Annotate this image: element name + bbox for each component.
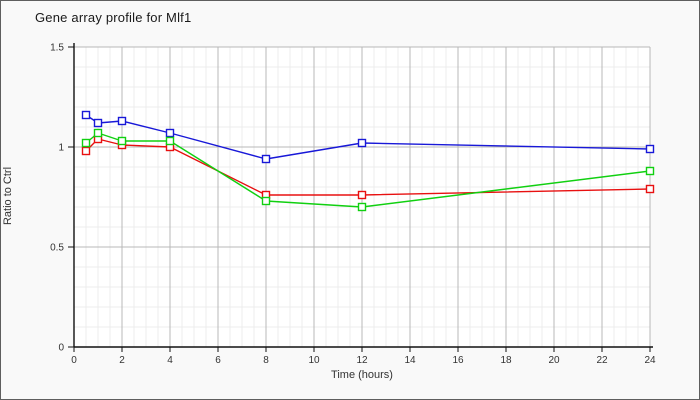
y-tick-label: 0 [58,343,64,354]
x-tick-label: 16 [452,355,464,366]
series-blue-marker [117,116,127,126]
chart-title: Gene array profile for Mlf1 [35,10,192,25]
series-green-marker [645,166,655,176]
x-tick-label: 0 [71,355,77,366]
series-red-marker [645,184,655,194]
y-tick-label: 1.5 [50,43,64,54]
series-green-marker [117,136,127,146]
x-tick-label: 20 [548,355,560,366]
series-blue-marker [357,138,367,148]
x-tick-label: 12 [356,355,368,366]
series-blue-marker [261,154,271,164]
x-tick-label: 10 [308,355,320,366]
y-tick-label: 1 [58,143,64,154]
series-green-marker [81,138,91,148]
series-green-marker [357,202,367,212]
series-green-marker [165,136,175,146]
x-tick-label: 24 [644,355,656,366]
series-red-marker [357,190,367,200]
series-blue-marker [81,110,91,120]
x-tick-label: 8 [263,355,269,366]
x-tick-label: 14 [404,355,416,366]
x-axis-label: Time (hours) [331,369,393,381]
series-green-marker [261,196,271,206]
x-tick-label: 4 [167,355,173,366]
y-tick-label: 0.5 [50,243,64,254]
series-green-marker [93,128,103,138]
x-tick-label: 22 [596,355,608,366]
series-red-marker [81,146,91,156]
series-blue-marker [645,144,655,154]
y-axis-label: Ratio to Ctrl [2,166,14,226]
series-blue-marker [93,118,103,128]
x-tick-label: 6 [215,355,221,366]
x-tick-label: 2 [119,355,125,366]
series-blue-marker [165,128,175,138]
x-tick-label: 18 [500,355,512,366]
